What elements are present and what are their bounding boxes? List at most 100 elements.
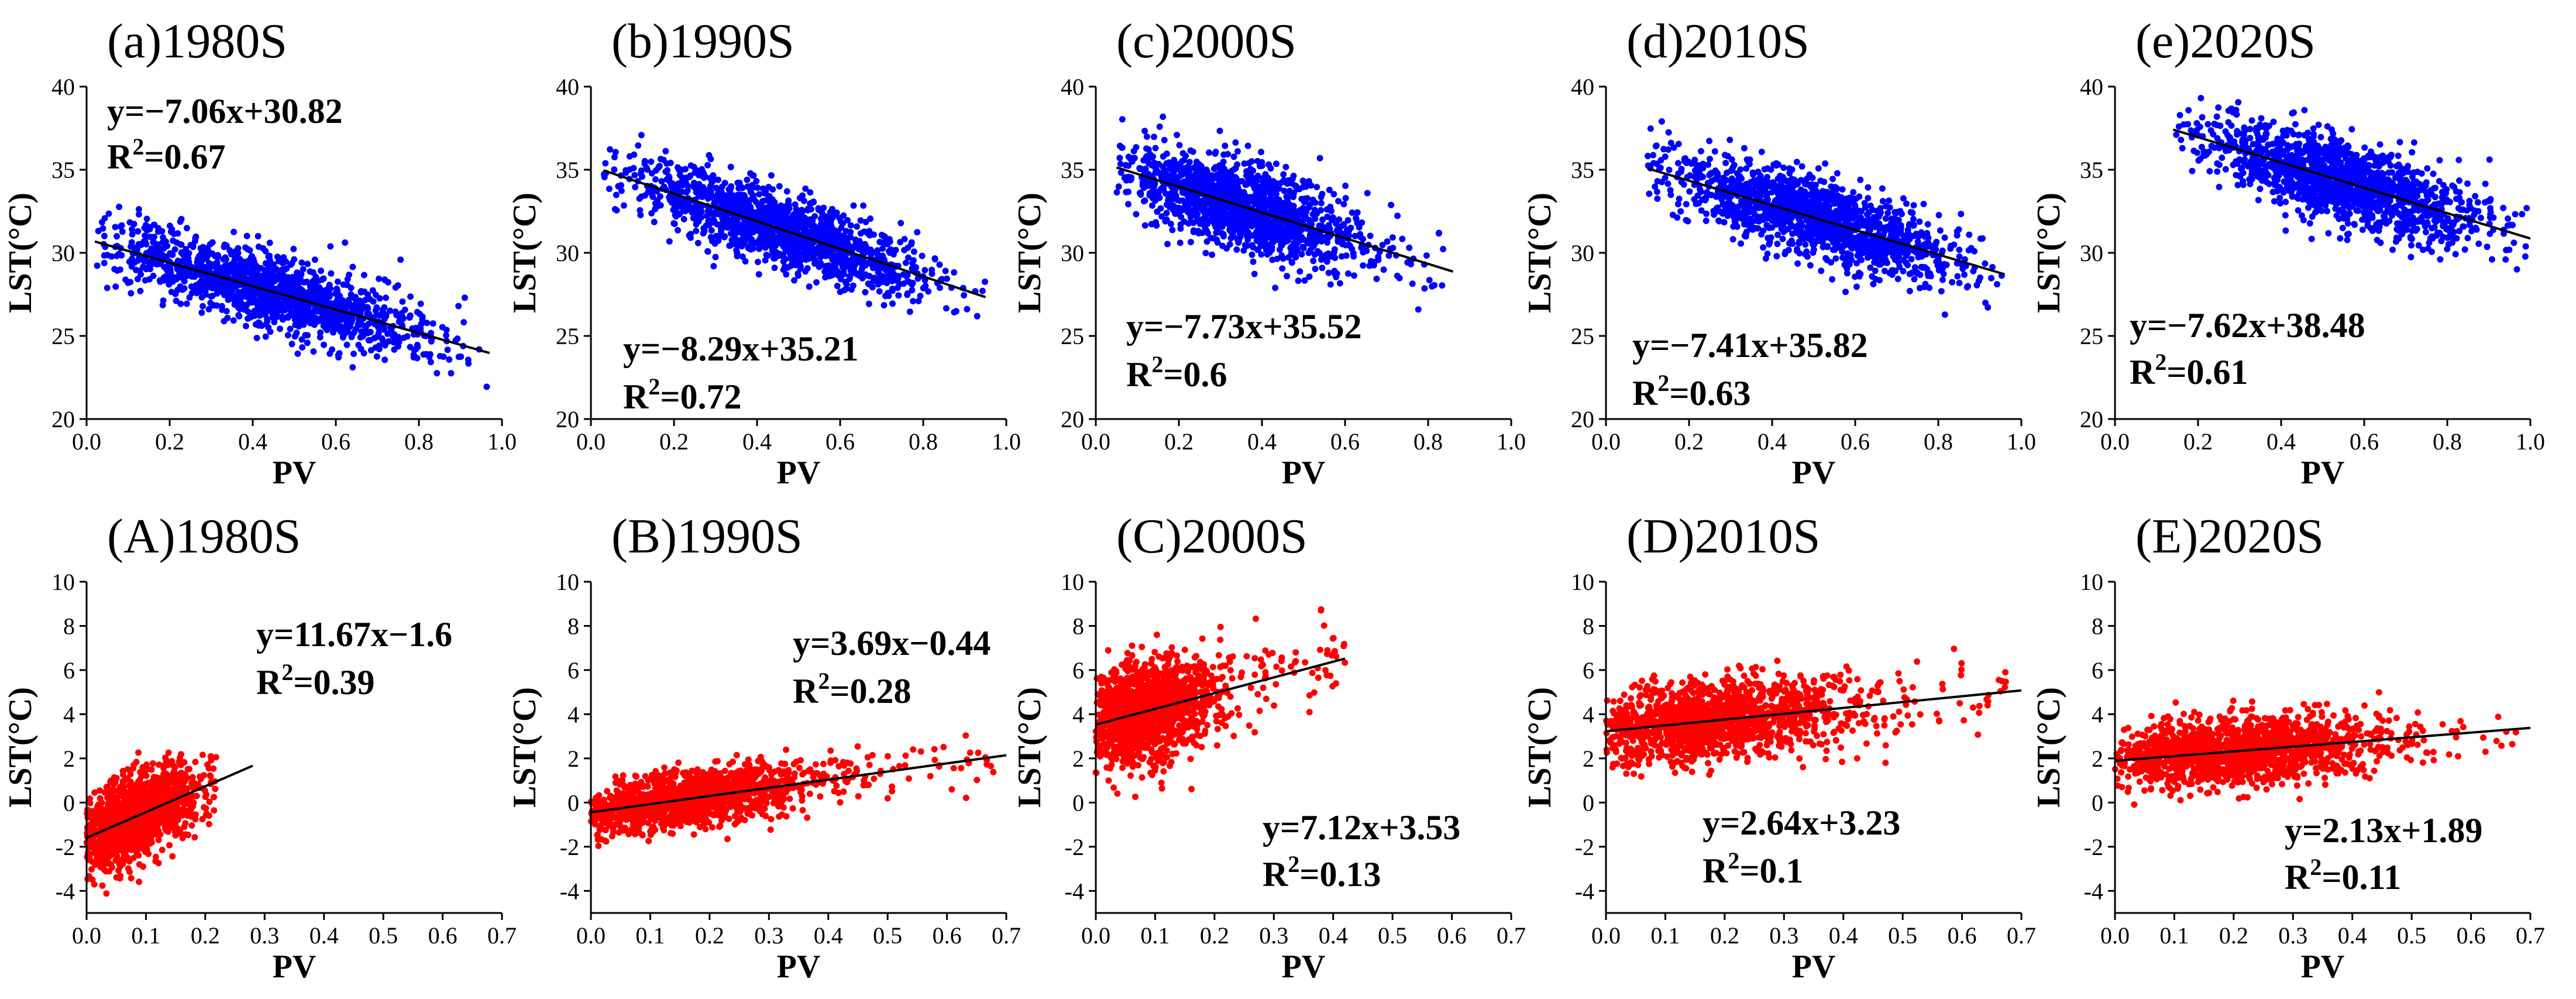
data-point <box>1213 212 1220 218</box>
data-point <box>791 277 797 284</box>
data-point <box>178 259 184 265</box>
data-point <box>1222 143 1228 149</box>
data-point <box>1153 145 1159 152</box>
data-point <box>249 253 255 259</box>
data-point <box>895 284 901 291</box>
data-point <box>207 241 214 248</box>
data-point <box>131 245 137 251</box>
data-point <box>231 229 237 235</box>
data-point <box>1349 246 1355 252</box>
data-point <box>693 221 700 228</box>
x-tick-label: 0.4 <box>742 428 772 455</box>
data-point <box>914 229 920 235</box>
data-point <box>1282 211 1289 218</box>
data-point <box>1164 150 1170 157</box>
data-point <box>807 189 813 195</box>
data-point <box>116 204 122 210</box>
data-point <box>820 205 827 211</box>
data-point <box>301 279 308 286</box>
data-point <box>681 216 687 222</box>
data-point <box>908 241 914 248</box>
data-point <box>1148 190 1155 196</box>
data-point <box>907 308 913 315</box>
data-point <box>1154 208 1160 215</box>
data-point <box>1780 236 1786 242</box>
data-point <box>740 253 746 260</box>
data-point <box>1232 139 1239 146</box>
data-point <box>721 234 728 241</box>
data-point <box>1421 285 1428 291</box>
data-point <box>1202 250 1209 256</box>
data-point <box>306 291 312 297</box>
data-point <box>769 248 776 254</box>
data-point <box>1203 166 1210 173</box>
data-point <box>1231 153 1237 160</box>
data-point <box>1221 184 1227 191</box>
data-point <box>1236 236 1242 242</box>
data-point <box>802 268 809 274</box>
data-point <box>209 293 216 299</box>
data-point <box>943 305 950 311</box>
x-tick-label: 0.0 <box>1081 428 1110 455</box>
data-point <box>1194 211 1201 217</box>
data-point <box>321 342 327 348</box>
data-point <box>396 339 403 345</box>
data-point <box>1327 281 1334 288</box>
data-point <box>1287 193 1294 200</box>
data-point <box>621 202 627 209</box>
data-point <box>336 292 342 298</box>
data-point <box>1245 229 1251 236</box>
data-point <box>789 239 796 246</box>
data-point <box>160 297 167 304</box>
data-point <box>877 272 883 279</box>
data-point <box>979 288 986 294</box>
y-tick-label: 20 <box>556 406 579 432</box>
data-point <box>811 223 818 229</box>
data-point <box>1815 165 1822 171</box>
data-point <box>188 283 195 290</box>
data-point <box>184 225 190 231</box>
x-axis-label: PV <box>273 455 317 491</box>
data-point <box>1845 250 1851 257</box>
data-point <box>462 294 468 301</box>
data-point <box>921 267 928 273</box>
data-point <box>1760 244 1766 250</box>
data-point <box>335 354 342 361</box>
data-point <box>150 239 156 245</box>
data-point <box>397 256 404 263</box>
data-point <box>1439 282 1445 289</box>
data-point <box>1117 143 1123 149</box>
data-point <box>222 279 228 286</box>
data-point <box>327 243 333 250</box>
data-point <box>1197 221 1203 227</box>
data-point <box>824 251 831 258</box>
data-point <box>1994 281 2000 287</box>
data-point <box>277 325 283 332</box>
data-point <box>349 264 356 270</box>
data-point <box>367 329 374 335</box>
data-point <box>659 178 665 184</box>
data-point <box>741 221 747 227</box>
data-point <box>1270 182 1277 188</box>
data-point <box>1114 189 1120 195</box>
data-point <box>1331 268 1337 274</box>
data-point <box>1431 282 1437 289</box>
data-point <box>1360 262 1366 269</box>
data-point <box>685 187 691 194</box>
data-point <box>1220 159 1227 165</box>
data-point <box>1212 187 1218 193</box>
data-point <box>1966 247 1972 253</box>
data-point <box>302 309 308 315</box>
data-point <box>231 317 237 324</box>
data-point <box>675 227 681 234</box>
data-point <box>909 287 915 293</box>
data-point <box>839 239 845 246</box>
data-point <box>150 273 157 279</box>
data-point <box>1337 280 1343 287</box>
data-point <box>897 220 904 226</box>
data-point <box>1123 189 1129 195</box>
data-point <box>1724 170 1730 176</box>
data-point <box>725 224 732 230</box>
data-point <box>1313 239 1319 245</box>
